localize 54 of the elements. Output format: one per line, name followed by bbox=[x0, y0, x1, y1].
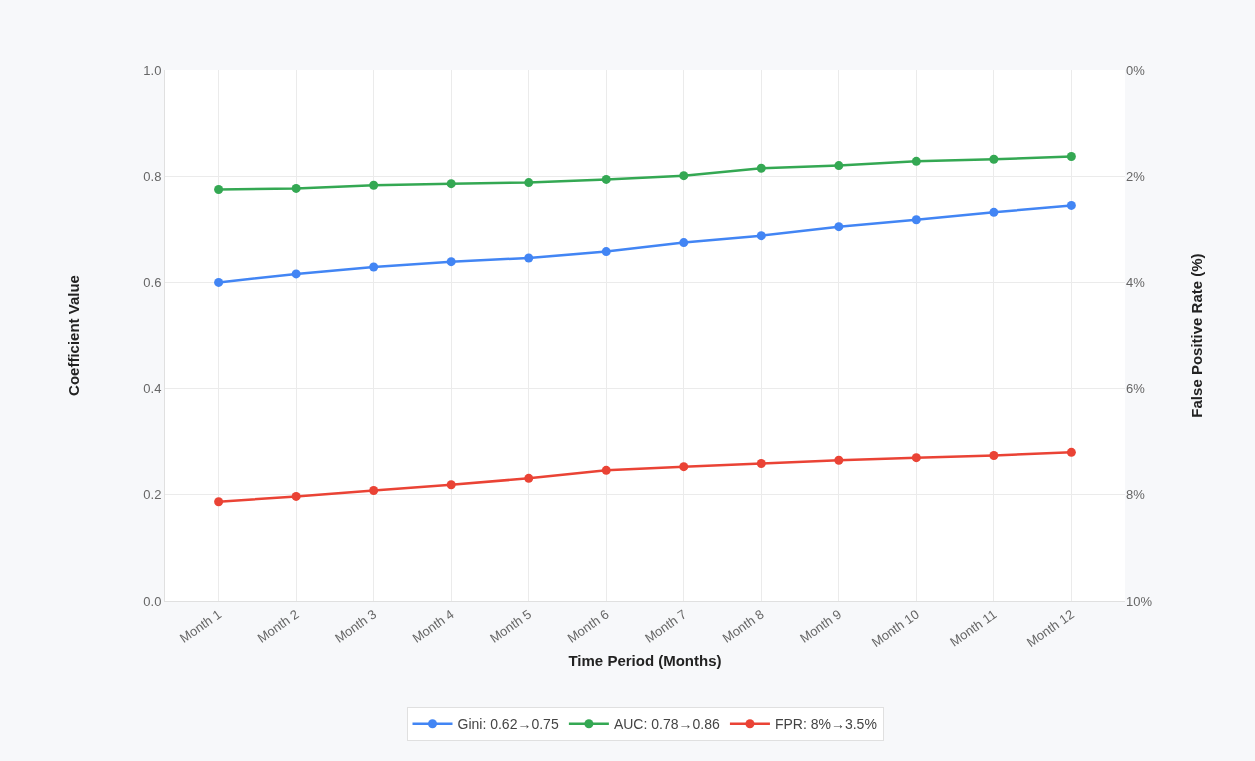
point bbox=[679, 238, 689, 248]
y-tick-label: 1.0 bbox=[143, 62, 162, 78]
point bbox=[214, 184, 224, 194]
y2-tick-label: 2% bbox=[1126, 168, 1146, 184]
point bbox=[989, 207, 999, 217]
y2-tick-label: 6% bbox=[1126, 381, 1146, 397]
point bbox=[756, 231, 766, 241]
legend-label: FPR: 8%→3.5% bbox=[774, 716, 877, 733]
point bbox=[291, 491, 301, 501]
point bbox=[679, 171, 689, 181]
y-tick-label: 0.2 bbox=[143, 487, 162, 503]
point bbox=[446, 480, 456, 490]
y2-tick-label: 4% bbox=[1126, 274, 1146, 290]
point bbox=[989, 451, 999, 461]
y-tick-label: 0.4 bbox=[143, 381, 162, 397]
point bbox=[834, 222, 844, 232]
point bbox=[524, 178, 534, 188]
point bbox=[601, 247, 611, 257]
point bbox=[369, 180, 379, 190]
y2-axis-title: False Positive Rate (%) bbox=[1188, 253, 1206, 418]
point bbox=[1066, 152, 1076, 162]
point bbox=[756, 163, 766, 173]
y2-tick-label: 10% bbox=[1126, 593, 1153, 609]
y-tick-label: 0.0 bbox=[143, 593, 162, 609]
point bbox=[911, 215, 921, 225]
y2-tick-label: 0% bbox=[1126, 62, 1146, 78]
y-tick-label: 0.8 bbox=[143, 168, 162, 184]
point bbox=[601, 465, 611, 475]
legend-label: Gini: 0.62→0.75 bbox=[457, 716, 559, 733]
point bbox=[446, 257, 456, 267]
point bbox=[524, 473, 534, 483]
y-axis-title: Coefficient Value bbox=[64, 275, 82, 396]
point bbox=[911, 453, 921, 463]
x-axis-title: Time Period (Months) bbox=[568, 651, 722, 669]
y2-tick-label: 8% bbox=[1126, 487, 1146, 503]
point bbox=[756, 458, 766, 468]
point bbox=[834, 455, 844, 465]
y-tick-label: 0.6 bbox=[143, 274, 162, 290]
point bbox=[214, 497, 224, 507]
point bbox=[446, 179, 456, 189]
point bbox=[214, 277, 224, 287]
point bbox=[834, 161, 844, 171]
point bbox=[369, 262, 379, 272]
point bbox=[679, 462, 689, 472]
point bbox=[601, 174, 611, 184]
point bbox=[911, 156, 921, 166]
point bbox=[1066, 447, 1076, 457]
point bbox=[1066, 200, 1076, 210]
point bbox=[524, 253, 534, 263]
point bbox=[291, 269, 301, 279]
legend-label: AUC: 0.78→0.86 bbox=[613, 716, 720, 733]
point bbox=[291, 183, 301, 193]
point bbox=[989, 154, 999, 164]
point bbox=[369, 486, 379, 496]
